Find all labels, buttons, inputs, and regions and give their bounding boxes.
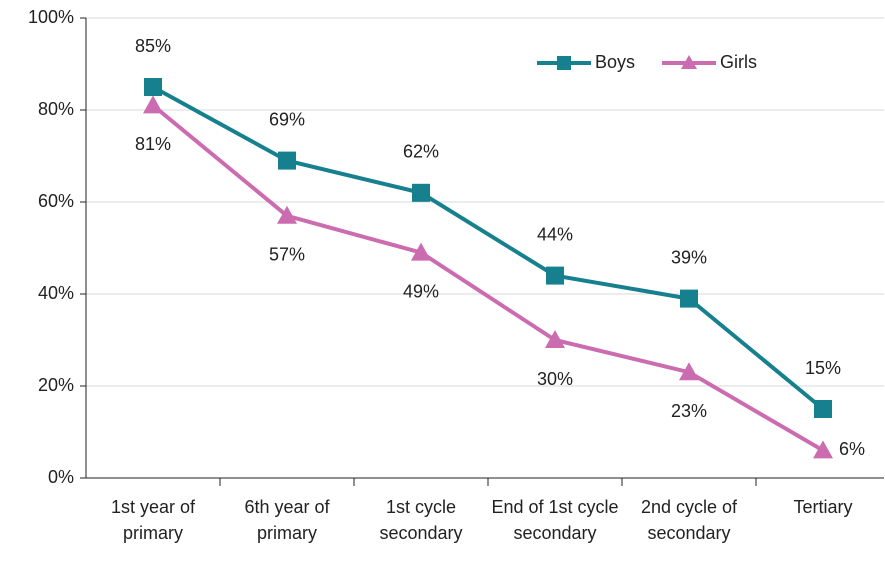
x-tick-label: 6th year of primary	[244, 497, 330, 543]
y-tick-label: 0%	[48, 467, 74, 487]
y-tick-label: 20%	[38, 375, 74, 395]
data-label: 57%	[269, 245, 305, 265]
y-tick-label: 100%	[28, 7, 74, 27]
data-label: 62%	[403, 142, 439, 162]
x-tick-label: 2nd cycle of secondary	[640, 497, 738, 543]
data-label: 23%	[671, 401, 707, 421]
legend-marker	[681, 55, 697, 69]
marker	[545, 330, 565, 348]
marker	[143, 95, 163, 114]
marker	[144, 78, 162, 96]
y-tick-label: 40%	[38, 283, 74, 303]
y-tick-label: 60%	[38, 191, 74, 211]
data-label: 44%	[537, 224, 573, 244]
line	[151, 103, 825, 453]
legend-marker	[557, 56, 571, 70]
x-tick-label: End of 1st cycle secondary	[491, 497, 619, 543]
y-tick-label: 80%	[38, 99, 74, 119]
x-tick-label: 1st cycle secondary	[379, 497, 463, 543]
marker	[411, 242, 431, 261]
marker	[813, 440, 833, 459]
x-tick-label: 1st year of primary	[110, 497, 196, 543]
marker	[814, 400, 832, 418]
marker	[679, 362, 699, 381]
marker	[546, 266, 564, 285]
data-label: 15%	[805, 358, 841, 378]
line	[152, 85, 825, 411]
legend-label: Girls	[720, 52, 757, 72]
data-label: 30%	[537, 369, 573, 389]
marker	[680, 289, 698, 308]
marker	[412, 183, 430, 202]
data-label: 81%	[135, 134, 171, 154]
data-label: 69%	[269, 109, 305, 129]
legend-label: Boys	[595, 52, 635, 72]
data-label: 39%	[671, 247, 707, 267]
marker	[278, 151, 296, 170]
marker	[277, 205, 297, 224]
data-label: 6%	[839, 439, 865, 459]
data-label: 49%	[403, 281, 439, 301]
x-tick-label: Tertiary	[793, 497, 853, 517]
data-label: 85%	[135, 36, 171, 56]
